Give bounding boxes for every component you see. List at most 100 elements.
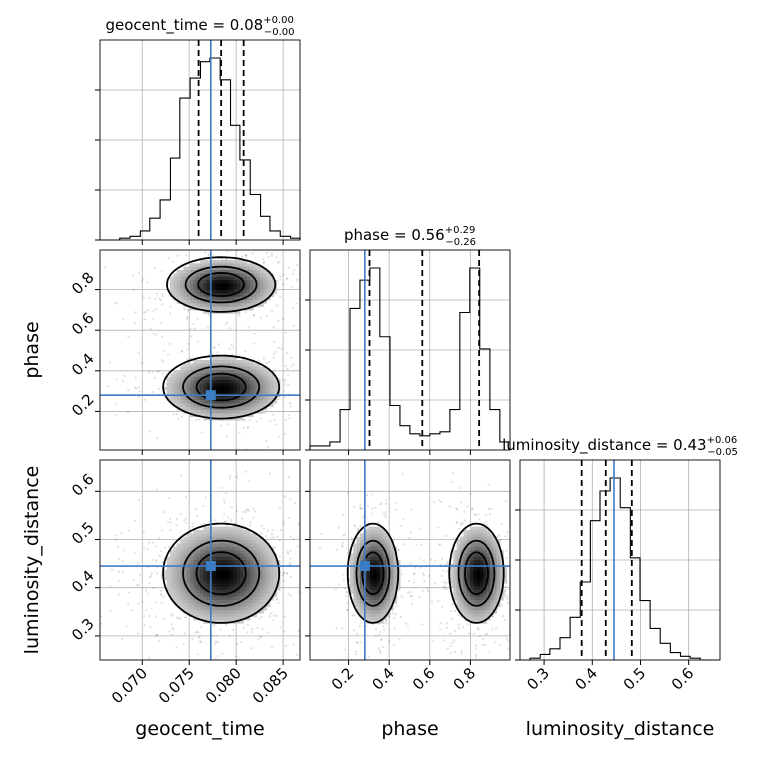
density-cell (180, 540, 184, 544)
density-cell (210, 590, 214, 594)
density-cell (183, 590, 188, 594)
scatter-point (295, 653, 298, 656)
density-cell (233, 556, 238, 561)
density-cell (183, 266, 188, 271)
density-cell (186, 296, 191, 301)
density-cell (476, 563, 481, 568)
density-cell (196, 603, 201, 608)
density-cell (376, 593, 381, 598)
scatter-point (439, 621, 442, 625)
density-cell (223, 526, 228, 531)
density-cell (390, 583, 394, 588)
density-cell (246, 386, 251, 391)
density-cell (356, 560, 361, 564)
density-cell (263, 380, 268, 384)
density-cell (193, 280, 198, 284)
density-cell (376, 560, 381, 564)
density-cell (260, 570, 264, 574)
scatter-point (279, 529, 283, 532)
scatter-point (449, 632, 452, 635)
scatter-point (382, 645, 385, 649)
scatter-point (485, 632, 489, 635)
density-cell (226, 533, 231, 538)
density-cell (263, 276, 268, 281)
density-cell (210, 413, 214, 418)
density-cell (196, 573, 201, 578)
density-cell (483, 563, 488, 568)
scatter-point (134, 311, 137, 314)
density-cell (466, 563, 471, 568)
scatter-point (253, 314, 256, 317)
scatter-point (443, 587, 446, 590)
density-cell (173, 386, 178, 391)
density-cell (203, 410, 208, 414)
density-cell (263, 300, 268, 304)
density-cell (460, 576, 464, 581)
density-cell (476, 600, 481, 604)
density-cell (486, 610, 491, 614)
density-cell (273, 566, 278, 571)
density-cell (233, 283, 238, 288)
density-cell (243, 363, 248, 368)
scatter-point (399, 524, 402, 527)
density-cell (246, 616, 251, 621)
density-cell (493, 600, 498, 604)
density-cell (200, 293, 204, 298)
title-upper-error: +0.06 (707, 435, 738, 446)
density-cell (483, 613, 488, 618)
density-cell (476, 530, 481, 534)
density-cell (373, 553, 378, 558)
density-cell (216, 373, 221, 378)
scatter-point (115, 378, 118, 381)
density-cell (246, 603, 251, 608)
scatter-point (355, 650, 358, 653)
density-cell (213, 410, 218, 414)
scatter-point (481, 637, 485, 640)
scatter-point (269, 612, 273, 615)
density-cell (193, 293, 198, 298)
scatter-point (228, 634, 231, 637)
density-cell (270, 556, 274, 561)
density-cell (203, 296, 208, 301)
scatter-point (319, 402, 321, 404)
density-cell (223, 576, 228, 581)
scatter-point (244, 254, 248, 257)
density-cell (183, 540, 188, 544)
density-cell (360, 593, 364, 598)
density-cell (206, 596, 211, 601)
density-cell (176, 380, 181, 384)
density-cell (213, 553, 218, 558)
density-cell (216, 263, 221, 268)
density-cell (253, 273, 258, 278)
density-cell (493, 540, 498, 544)
scatter-point (244, 350, 247, 353)
scatter-point (500, 676, 502, 678)
density-cell (190, 366, 194, 371)
density-cell (233, 263, 238, 268)
scatter-point (296, 545, 299, 548)
density-cell (253, 536, 258, 541)
contour-line (346, 522, 505, 624)
density-cell (243, 610, 248, 614)
density-cell (203, 616, 208, 621)
scatter-point (242, 236, 244, 238)
contour-line (182, 539, 261, 607)
density-cell (230, 566, 234, 571)
density-cell (200, 563, 204, 568)
density-cell (220, 360, 224, 364)
density-cell (250, 543, 254, 548)
density-cell (373, 606, 378, 611)
density-cell (490, 543, 494, 548)
density-cell (226, 266, 231, 271)
scatter-point (506, 597, 509, 601)
scatter-point (235, 475, 239, 479)
density-cell (203, 373, 208, 378)
scatter-point (278, 539, 281, 542)
scatter-point (152, 221, 154, 223)
scatter-point (426, 587, 429, 590)
density-cell (490, 570, 494, 574)
density-cell (250, 540, 254, 544)
density-cell (243, 400, 248, 404)
density-cell (230, 580, 234, 584)
density-cell (266, 373, 271, 378)
